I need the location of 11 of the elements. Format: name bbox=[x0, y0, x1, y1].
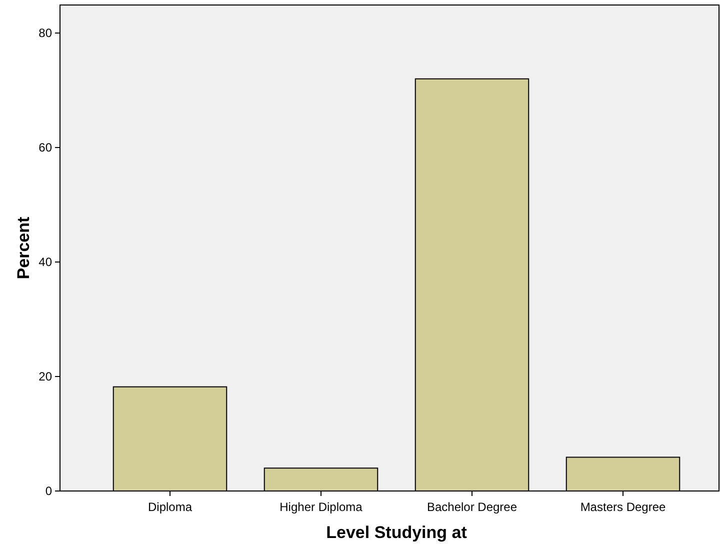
x-axis-title: Level Studying at bbox=[326, 523, 468, 542]
y-tick-label: 0 bbox=[45, 484, 52, 498]
y-tick-label: 20 bbox=[38, 370, 52, 384]
y-axis-title: Percent bbox=[14, 216, 33, 280]
x-tick-label: Higher Diploma bbox=[280, 500, 363, 514]
y-tick-label: 60 bbox=[38, 140, 52, 155]
x-tick-label: Bachelor Degree bbox=[426, 500, 518, 514]
x-tick-label: Diploma bbox=[148, 500, 192, 514]
y-tick-label: 40 bbox=[38, 255, 52, 270]
y-tick-label: 80 bbox=[38, 26, 52, 40]
x-tick-label: Masters Degree bbox=[580, 500, 666, 514]
